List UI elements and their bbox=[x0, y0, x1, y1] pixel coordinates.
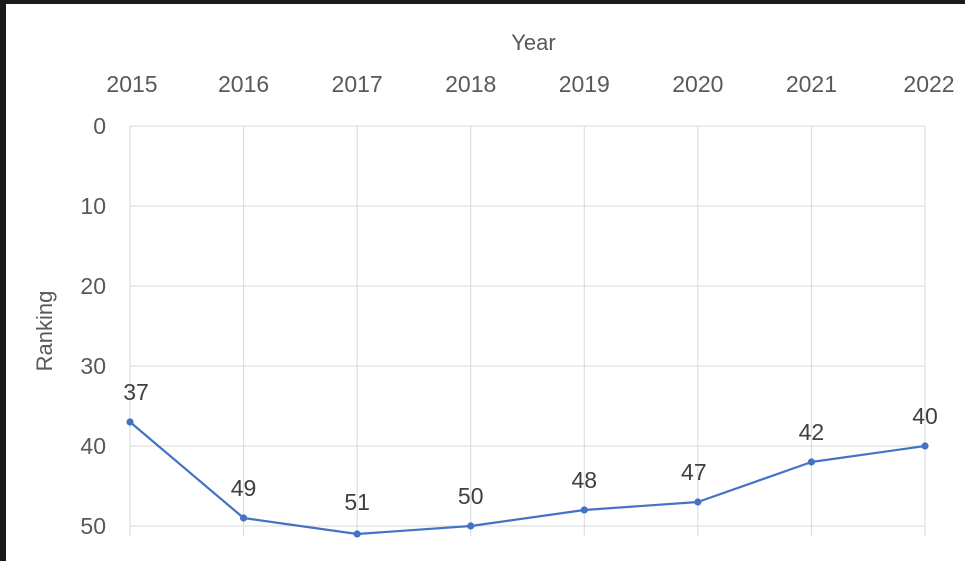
line-chart: Year Ranking 2015 2016 2017 2018 2019 2020 202… bbox=[32, 30, 955, 539]
x-axis-title: Year bbox=[511, 30, 555, 55]
x-tick-label: 2020 bbox=[672, 71, 723, 97]
series-line bbox=[129, 421, 926, 536]
data-point bbox=[921, 442, 929, 450]
data-label: 51 bbox=[344, 489, 370, 515]
data-label: 50 bbox=[458, 483, 484, 509]
y-tick-label: 20 bbox=[80, 273, 106, 299]
x-tick-label: 2021 bbox=[786, 71, 837, 97]
y-tick-label: 10 bbox=[80, 193, 106, 219]
data-label: 37 bbox=[123, 379, 149, 405]
y-tick-label: 40 bbox=[80, 433, 106, 459]
data-label: 47 bbox=[681, 459, 707, 485]
data-label: 48 bbox=[571, 467, 597, 493]
data-labels: 37 49 51 50 48 47 42 40 bbox=[123, 379, 938, 515]
y-tick-label: 50 bbox=[80, 513, 106, 539]
x-tick-label: 2017 bbox=[332, 71, 383, 97]
data-point bbox=[807, 458, 816, 466]
data-label: 40 bbox=[912, 403, 938, 429]
data-point bbox=[239, 514, 248, 522]
data-point bbox=[467, 522, 475, 530]
data-label: 42 bbox=[799, 419, 825, 445]
data-point bbox=[353, 530, 361, 538]
data-point bbox=[580, 506, 588, 514]
y-axis-ticks: 0 10 20 30 40 50 bbox=[80, 113, 106, 539]
x-tick-label: 2018 bbox=[445, 71, 496, 97]
series-ranking bbox=[126, 418, 929, 538]
data-point bbox=[694, 498, 702, 506]
x-tick-label: 2016 bbox=[218, 71, 269, 97]
gridlines bbox=[129, 125, 926, 536]
data-point bbox=[126, 418, 134, 426]
x-tick-label: 2022 bbox=[903, 71, 954, 97]
y-tick-label: 30 bbox=[80, 353, 106, 379]
x-tick-label: 2015 bbox=[106, 71, 157, 97]
y-tick-label: 0 bbox=[93, 113, 106, 139]
y-axis-title: Ranking bbox=[32, 291, 57, 372]
data-label: 49 bbox=[231, 475, 257, 501]
chart-frame: Year Ranking 2015 2016 2017 2018 2019 2020 202… bbox=[6, 4, 965, 561]
x-tick-label: 2019 bbox=[559, 71, 610, 97]
x-axis-ticks: 2015 2016 2017 2018 2019 2020 2021 2022 bbox=[106, 71, 954, 97]
